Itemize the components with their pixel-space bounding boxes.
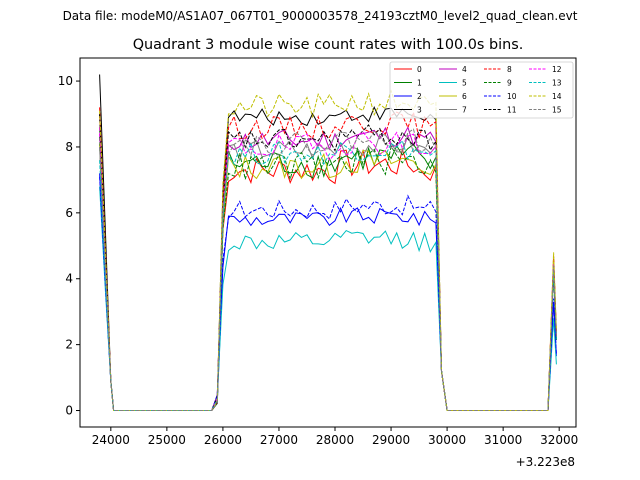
x-tick-label: 25000 bbox=[148, 433, 186, 447]
x-offset-label: +3.223e8 bbox=[516, 455, 575, 469]
legend-label-4: 4 bbox=[462, 65, 467, 74]
axes-frame bbox=[79, 57, 577, 428]
legend-label-12: 12 bbox=[552, 65, 562, 74]
y-tick-label: 2 bbox=[65, 338, 73, 352]
x-tick-label: 30000 bbox=[428, 433, 466, 447]
y-tick-label: 8 bbox=[65, 140, 73, 154]
legend-label-10: 10 bbox=[507, 92, 517, 101]
y-tick-label: 4 bbox=[65, 272, 73, 286]
legend-label-1: 1 bbox=[417, 79, 422, 88]
series-layer bbox=[99, 74, 557, 411]
x-tick-label: 32000 bbox=[540, 433, 578, 447]
legend-label-15: 15 bbox=[552, 106, 562, 115]
y-tick-label: 0 bbox=[65, 404, 73, 418]
series-line-14 bbox=[99, 89, 557, 411]
legend-label-14: 14 bbox=[552, 92, 562, 101]
x-tick-label: 27000 bbox=[260, 433, 298, 447]
plot-area: 24000 25000 26000 27000 28000 29000 30000 31000… bbox=[58, 57, 578, 469]
data-file-label: Data file: modeM0/AS1A07_067T01_90000035… bbox=[63, 9, 578, 23]
chart-title: Quadrant 3 module wise count rates with … bbox=[133, 37, 524, 53]
x-tick-label: 28000 bbox=[316, 433, 354, 447]
legend-label-8: 8 bbox=[507, 65, 512, 74]
legend-label-13: 13 bbox=[552, 79, 562, 88]
legend-label-6: 6 bbox=[462, 92, 467, 101]
legend-label-11: 11 bbox=[507, 106, 517, 115]
x-axis: 24000 25000 26000 27000 28000 29000 30000 31000… bbox=[92, 427, 578, 447]
legend-label-0: 0 bbox=[417, 65, 422, 74]
legend-label-3: 3 bbox=[417, 106, 422, 115]
legend-label-9: 9 bbox=[507, 79, 512, 88]
x-tick-label: 24000 bbox=[92, 433, 130, 447]
legend-label-7: 7 bbox=[462, 106, 467, 115]
legend-box bbox=[389, 61, 574, 119]
legend-label-5: 5 bbox=[462, 79, 467, 88]
y-tick-label: 6 bbox=[65, 206, 73, 220]
legend-label-2: 2 bbox=[417, 92, 422, 101]
x-tick-label: 31000 bbox=[484, 433, 522, 447]
series-line-15 bbox=[99, 128, 557, 411]
x-tick-label: 29000 bbox=[372, 433, 410, 447]
y-axis: 0 2 4 6 8 10 bbox=[58, 74, 80, 418]
y-tick-label: 10 bbox=[58, 74, 73, 88]
x-tick-label: 26000 bbox=[204, 433, 242, 447]
